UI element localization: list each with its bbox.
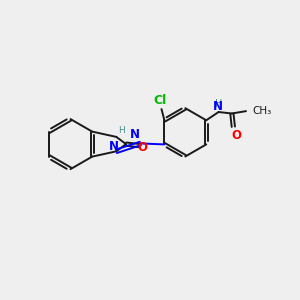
Text: Cl: Cl — [153, 94, 167, 107]
Text: N: N — [213, 100, 223, 113]
Text: N: N — [109, 140, 119, 153]
Text: O: O — [138, 141, 148, 154]
Text: N: N — [130, 128, 140, 141]
Text: H: H — [215, 99, 222, 109]
Text: CH₃: CH₃ — [253, 106, 272, 116]
Text: O: O — [231, 129, 241, 142]
Text: H: H — [118, 126, 124, 135]
